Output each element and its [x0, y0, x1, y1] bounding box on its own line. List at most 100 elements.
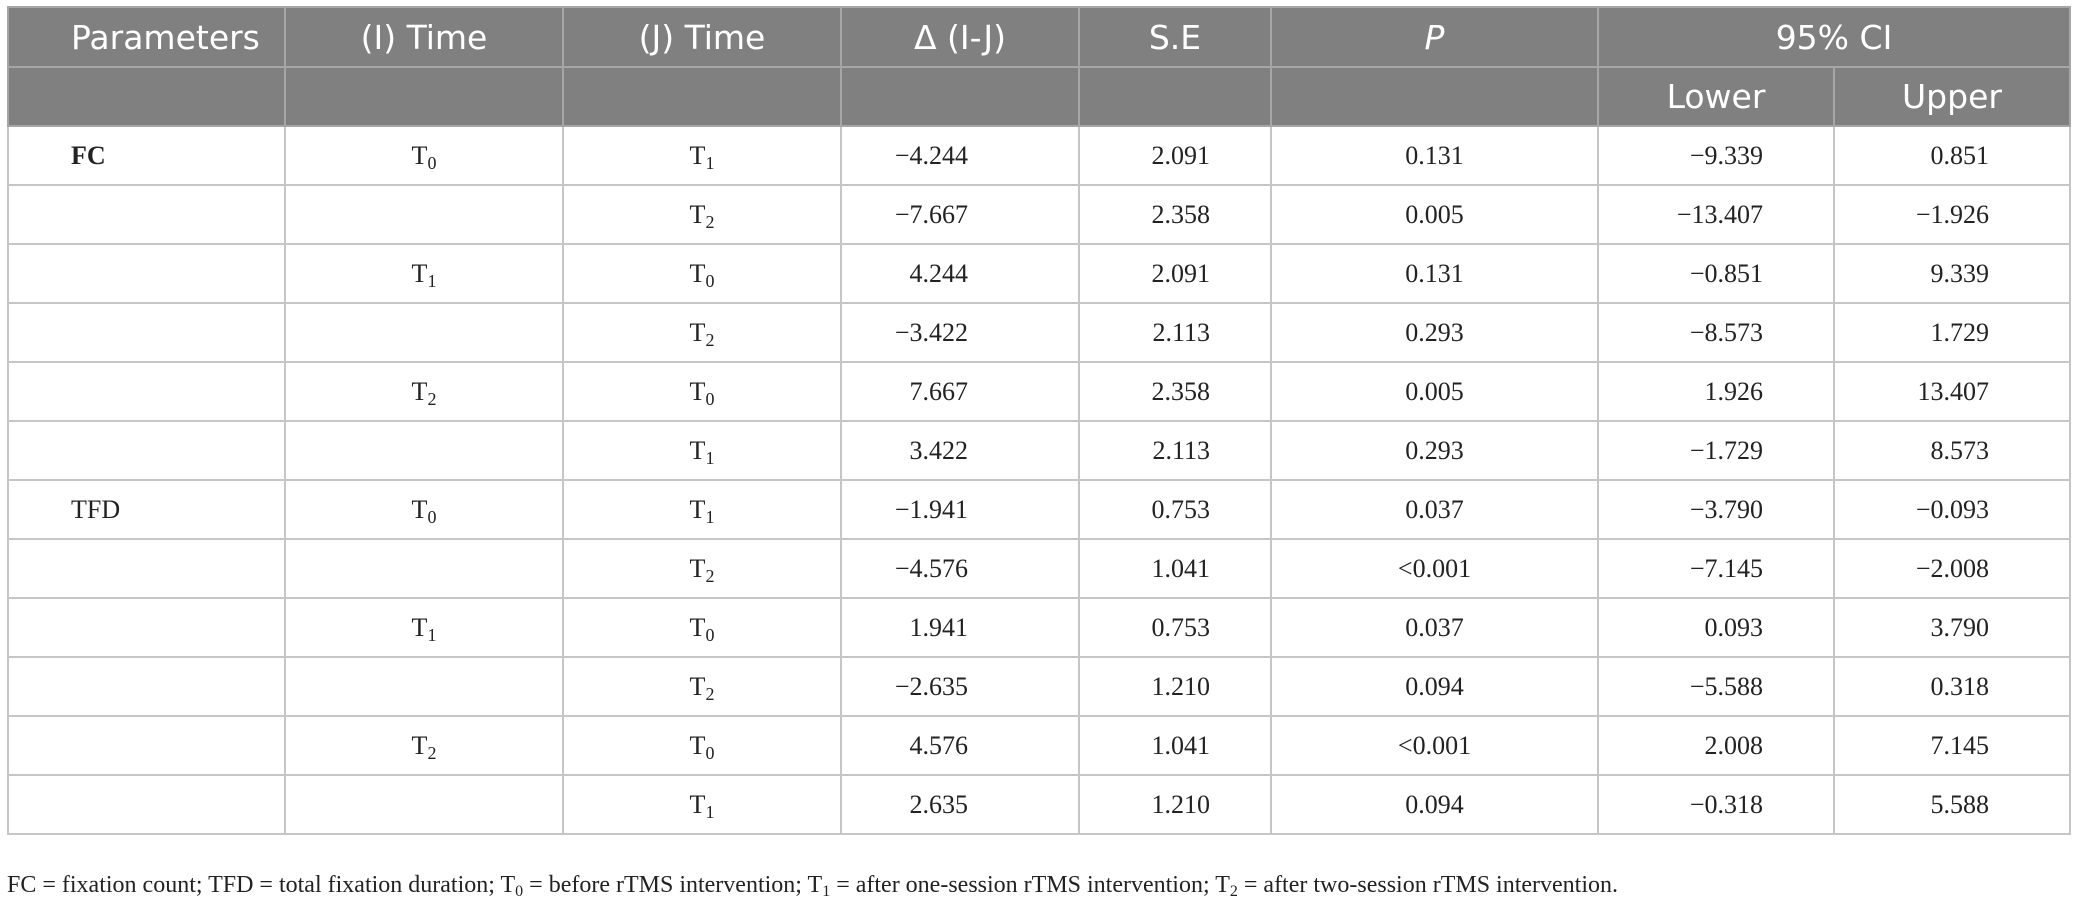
- table-row: T2 −7.667 2.358 0.005 −13.407 −1.926: [7, 184, 2071, 245]
- cell-p: 0.094: [1270, 656, 1599, 717]
- p-value: 0.037: [1405, 494, 1464, 524]
- delta-value: −2.635: [894, 671, 968, 701]
- se-value: 2.113: [1152, 317, 1210, 347]
- ci-upper-value: 3.790: [1930, 612, 1990, 642]
- se-value: 1.210: [1151, 671, 1211, 701]
- cell-ci-upper: 0.851: [1833, 125, 2071, 186]
- footnote-subscript: 0: [515, 883, 524, 900]
- table-row: T1 3.422 2.113 0.293 −1.729 8.573: [7, 420, 2071, 481]
- cell-ci-upper: −2.008: [1833, 538, 2071, 599]
- cell-parameter: [7, 774, 286, 835]
- parameter-label: FC: [71, 140, 106, 170]
- cell-delta: −1.941: [840, 479, 1080, 540]
- header-blank-cell: [840, 66, 1080, 127]
- se-value: 2.091: [1151, 140, 1211, 170]
- cell-se: 0.753: [1078, 597, 1272, 658]
- delta-value: 7.667: [909, 376, 969, 406]
- ci-lower-value: −13.407: [1676, 199, 1763, 229]
- ci-lower-value: −7.145: [1689, 553, 1763, 583]
- cell-se: 1.210: [1078, 774, 1272, 835]
- cell-j-time: T1: [562, 420, 842, 481]
- cell-ci-lower: −0.318: [1597, 774, 1835, 835]
- cell-p: 0.293: [1270, 420, 1599, 481]
- cell-delta: 4.244: [840, 243, 1080, 304]
- cell-ci-lower: −5.588: [1597, 656, 1835, 717]
- j-time-base: T: [689, 435, 706, 465]
- cell-ci-lower: −8.573: [1597, 302, 1835, 363]
- header-blank-cell: [7, 66, 286, 127]
- p-value: 0.293: [1405, 317, 1464, 347]
- p-value: <0.001: [1397, 730, 1472, 760]
- cell-j-time: T1: [562, 774, 842, 835]
- pairwise-comparison-table: Parameters (I) Time (J) Time Δ (I-J) S.E…: [7, 6, 2071, 835]
- header-lower: Lower: [1597, 66, 1835, 127]
- cell-j-time: T0: [562, 243, 842, 304]
- se-value: 2.358: [1151, 199, 1211, 229]
- delta-value: −7.667: [894, 199, 968, 229]
- cell-i-time: T1: [284, 243, 564, 304]
- p-value: 0.037: [1405, 612, 1464, 642]
- cell-p: 0.131: [1270, 243, 1599, 304]
- cell-delta: −4.244: [840, 125, 1080, 186]
- i-time-base: T: [411, 612, 428, 642]
- table-row: FC T0 T1 −4.244 2.091 0.131 −9.339 0.851: [7, 125, 2071, 186]
- table-row: T2 T0 7.667 2.358 0.005 1.926 13.407: [7, 361, 2071, 422]
- cell-ci-lower: 2.008: [1597, 715, 1835, 776]
- cell-p: <0.001: [1270, 538, 1599, 599]
- j-time-subscript: 0: [705, 270, 715, 291]
- footnote-part: = after two-session rTMS intervention.: [1237, 872, 1619, 898]
- cell-ci-upper: −1.926: [1833, 184, 2071, 245]
- j-time-base: T: [689, 199, 706, 229]
- footnote-part: = before rTMS intervention; T: [523, 872, 823, 898]
- j-time-base: T: [689, 789, 706, 819]
- j-time-base: T: [689, 553, 706, 583]
- ci-upper-value: −2.008: [1915, 553, 1989, 583]
- cell-parameter: [7, 184, 286, 245]
- se-value: 1.210: [1151, 789, 1211, 819]
- ci-lower-value: −0.318: [1689, 789, 1763, 819]
- table-row: T1 2.635 1.210 0.094 −0.318 5.588: [7, 774, 2071, 835]
- cell-se: 1.041: [1078, 538, 1272, 599]
- table-body: FC T0 T1 −4.244 2.091 0.131 −9.339 0.851 T2 −7.66…: [7, 125, 2071, 835]
- ci-upper-value: 0.851: [1930, 140, 1990, 170]
- cell-se: 2.091: [1078, 125, 1272, 186]
- cell-j-time: T0: [562, 597, 842, 658]
- header-blank-cell: [562, 66, 842, 127]
- cell-ci-upper: 0.318: [1833, 656, 2071, 717]
- se-value: 1.041: [1151, 730, 1211, 760]
- cell-j-time: T2: [562, 302, 842, 363]
- header-p-label: P: [1424, 17, 1445, 57]
- cell-i-time: T0: [284, 125, 564, 186]
- header-parameters: Parameters: [7, 6, 286, 68]
- ci-lower-value: −1.729: [1689, 435, 1763, 465]
- j-time-base: T: [689, 494, 706, 524]
- j-time-subscript: 0: [705, 742, 715, 763]
- table-row: T2 −3.422 2.113 0.293 −8.573 1.729: [7, 302, 2071, 363]
- j-time-base: T: [689, 258, 706, 288]
- cell-ci-upper: 8.573: [1833, 420, 2071, 481]
- se-value: 0.753: [1151, 612, 1211, 642]
- cell-ci-lower: −7.145: [1597, 538, 1835, 599]
- i-time-base: T: [411, 258, 428, 288]
- cell-ci-lower: −9.339: [1597, 125, 1835, 186]
- cell-parameter: [7, 243, 286, 304]
- cell-ci-upper: 7.145: [1833, 715, 2071, 776]
- cell-se: 0.753: [1078, 479, 1272, 540]
- j-time-subscript: 2: [705, 683, 715, 704]
- ci-lower-value: −0.851: [1689, 258, 1763, 288]
- cell-delta: −2.635: [840, 656, 1080, 717]
- j-time-subscript: 1: [705, 506, 715, 527]
- footnote-subscript: 1: [822, 883, 831, 900]
- ci-upper-value: 1.729: [1930, 317, 1990, 347]
- cell-delta: 2.635: [840, 774, 1080, 835]
- header-p: P: [1270, 6, 1599, 68]
- i-time-subscript: 1: [427, 624, 437, 645]
- i-time-base: T: [411, 494, 428, 524]
- cell-p: 0.131: [1270, 125, 1599, 186]
- delta-value: 4.244: [909, 258, 969, 288]
- p-value: 0.005: [1405, 199, 1464, 229]
- cell-p: 0.094: [1270, 774, 1599, 835]
- header-delta: Δ (I-J): [840, 6, 1080, 68]
- j-time-subscript: 2: [705, 211, 715, 232]
- ci-upper-value: 9.339: [1930, 258, 1990, 288]
